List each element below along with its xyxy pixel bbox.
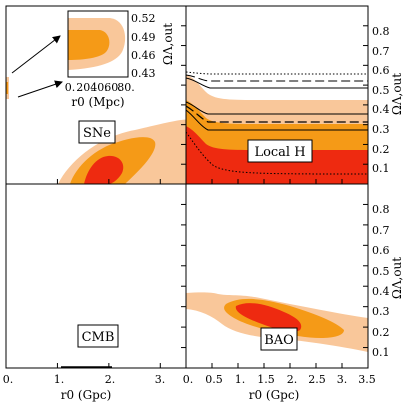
inset-ytick: 0.52 — [131, 12, 156, 25]
inset-ylabel: ΩΛ,out — [161, 23, 175, 65]
bao-label: BAO — [264, 333, 294, 348]
ytick-bottom: 0.6 — [372, 244, 390, 257]
inset-xtick: 0. — [65, 81, 76, 94]
panel-bao — [186, 292, 368, 352]
right-yaxis-bottom: 0.1 0.2 0.3 0.4 0.5 0.6 0.7 0.8 ΩΛ,out — [372, 203, 404, 359]
ytick-bottom: 0.4 — [372, 285, 390, 298]
xtick-left: 1. — [54, 373, 65, 386]
localh-reference-lines — [186, 71, 368, 175]
localh-line-solid-mid — [186, 101, 368, 115]
inset-arrow-upper — [11, 35, 61, 74]
xtick-right: 2. — [287, 373, 298, 386]
xaxis-right: 0. 0.5 1. 1.5 2. 2.5 3. 3.5 r0 (Gpc) — [183, 373, 376, 402]
xlabel-right: r0 (Gpc) — [249, 388, 300, 402]
tick-marks — [5, 25, 369, 368]
ytick-top: 0.3 — [372, 123, 390, 136]
localh-line-solid-upper — [186, 77, 368, 89]
ytick-bottom: 0.5 — [372, 265, 390, 278]
sne-label-box: SNe — [78, 120, 116, 144]
inset-ytick: 0.43 — [131, 67, 156, 80]
ytick-top: 0.7 — [372, 45, 390, 58]
inset-xtick: 80. — [117, 81, 135, 94]
xtick-right: 2.5 — [308, 373, 326, 386]
ytick-top: 0.6 — [372, 64, 390, 77]
panel-local-h — [186, 71, 368, 184]
ylabel-bottom: ΩΛ,out — [390, 257, 404, 299]
inset-xtick: 20. — [76, 81, 94, 94]
localh-line-dotted-lower — [186, 131, 368, 175]
xtick-right: 1. — [235, 373, 246, 386]
cmb-label-box: CMB — [77, 324, 119, 348]
inset-ytick-labels: 0.52 0.49 0.46 0.43 — [131, 12, 156, 80]
xtick-right: 0. — [183, 373, 194, 386]
bao-1sigma-region — [235, 303, 302, 332]
sne-label: SNe — [83, 126, 111, 141]
xtick-right: 3. — [337, 373, 348, 386]
xaxis-left: 0. 1. 2. 3. r0 (Gpc) — [3, 373, 166, 402]
ytick-top: 0.8 — [372, 25, 390, 38]
right-yaxis-top: 0.1 0.2 0.3 0.4 0.5 0.6 0.7 0.8 ΩΛ,out — [372, 25, 404, 175]
inset-arrow-lower — [17, 80, 63, 98]
localh-line-dashed-upper — [186, 74, 368, 82]
ytick-top: 0.5 — [372, 84, 390, 97]
localh-line-dotted-upper — [186, 71, 368, 75]
inset-ytick: 0.49 — [131, 31, 156, 44]
sne-1sigma-region — [84, 155, 124, 184]
localh-label-box: Local H — [247, 139, 313, 163]
ytick-bottom: 0.1 — [372, 346, 390, 359]
panel-sne — [6, 77, 186, 184]
inset-xtick-labels: 0. 20. 40. 60. 80. — [65, 81, 135, 94]
ytick-bottom: 0.7 — [372, 224, 390, 237]
localh-line-solid-lower — [186, 109, 368, 131]
xtick-right: 0.5 — [205, 373, 223, 386]
cmb-label: CMB — [82, 330, 115, 345]
inset-xtick: 60. — [104, 81, 122, 94]
inset-ytick: 0.46 — [131, 49, 156, 62]
xtick-left: 3. — [155, 373, 166, 386]
bao-label-box: BAO — [260, 327, 298, 351]
ytick-top: 0.1 — [372, 162, 390, 175]
xtick-right: 1.5 — [257, 373, 275, 386]
ytick-top: 0.4 — [372, 103, 390, 116]
sne-inset: 0.52 0.49 0.46 0.43 0. 20. 40. 60. 80. r… — [11, 10, 175, 109]
xlabel-left: r0 (Gpc) — [61, 388, 112, 402]
ylabel-top: ΩΛ,out — [390, 73, 404, 115]
plot-frame — [5, 5, 369, 369]
ytick-top: 0.2 — [372, 143, 390, 156]
inset-2sigma-region — [68, 30, 110, 60]
ytick-bottom: 0.2 — [372, 326, 390, 339]
inset-xtick: 40. — [90, 81, 108, 94]
ytick-bottom: 0.8 — [372, 203, 390, 216]
xtick-left: 2. — [105, 373, 116, 386]
localh-label: Local H — [254, 145, 305, 160]
sne-small-region-inner — [6, 82, 8, 94]
inset-xlabel: r0 (Mpc) — [71, 95, 124, 109]
localh-line-dashed-mid — [186, 105, 368, 123]
ytick-bottom: 0.3 — [372, 305, 390, 318]
xtick-right: 3.5 — [358, 373, 376, 386]
xtick-left: 0. — [3, 373, 14, 386]
